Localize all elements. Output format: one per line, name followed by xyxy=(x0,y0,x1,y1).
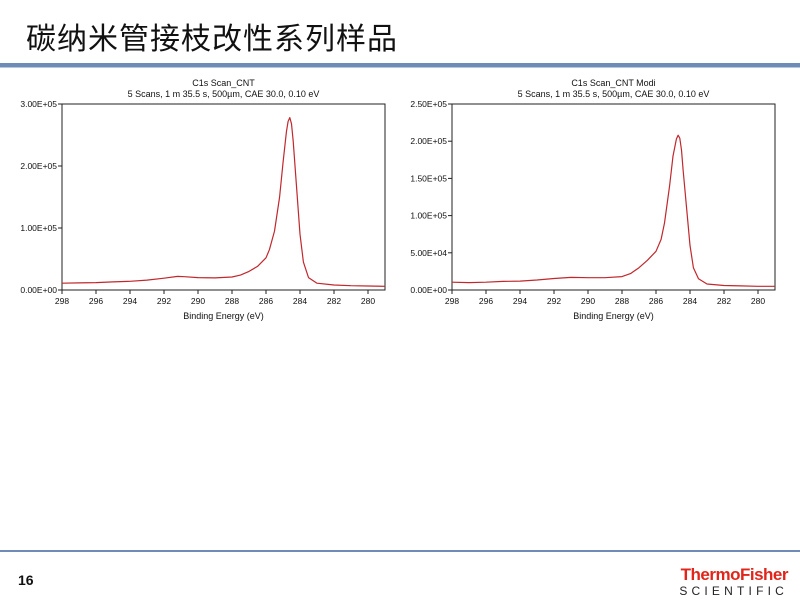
x-tick-label: 298 xyxy=(445,296,459,306)
y-tick-label: 1.00E+05 xyxy=(410,211,447,221)
chart-title: C1s Scan_CNT Modi xyxy=(571,78,655,88)
x-tick-label: 292 xyxy=(547,296,561,306)
chart-title: C1s Scan_CNT xyxy=(192,78,255,88)
x-tick-label: 298 xyxy=(55,296,69,306)
chart-subtitle: 5 Scans, 1 m 35.5 s, 500µm, CAE 30.0, 0.… xyxy=(128,89,320,99)
x-tick-label: 284 xyxy=(293,296,307,306)
x-tick-label: 282 xyxy=(327,296,341,306)
plot-frame xyxy=(451,103,776,291)
x-tick-label: 286 xyxy=(259,296,273,306)
y-tick-label: 1.00E+05 xyxy=(20,223,57,233)
x-tick-label: 294 xyxy=(513,296,527,306)
brand-tagline: SCIENTIFIC xyxy=(679,584,788,598)
y-tick-label: 5.00E+04 xyxy=(410,248,447,258)
x-tick-label: 290 xyxy=(581,296,595,306)
x-tick-label: 282 xyxy=(717,296,731,306)
title-divider xyxy=(0,63,800,67)
brand-name: ThermoFisher xyxy=(680,565,789,584)
slide-title: 碳纳米管接枝改性系列样品 xyxy=(26,22,398,57)
brand-logo: ThermoFisher SCIENTIFIC xyxy=(679,565,789,599)
y-tick-label: 0.00E+00 xyxy=(410,285,447,295)
x-tick-label: 288 xyxy=(615,296,629,306)
x-axis-label: Binding Energy (eV) xyxy=(183,311,264,321)
footer-divider xyxy=(0,550,800,552)
x-tick-label: 296 xyxy=(89,296,103,306)
y-tick-label: 2.00E+05 xyxy=(20,161,57,171)
x-tick-label: 280 xyxy=(361,296,375,306)
y-tick-label: 2.50E+05 xyxy=(410,99,447,109)
y-tick-label: 0.00E+00 xyxy=(20,285,57,295)
x-tick-label: 294 xyxy=(123,296,137,306)
x-tick-label: 292 xyxy=(157,296,171,306)
spectrum-line xyxy=(451,134,775,287)
x-axis-label: Binding Energy (eV) xyxy=(573,311,654,321)
x-tick-label: 286 xyxy=(649,296,663,306)
spectrum-line xyxy=(61,116,386,287)
y-tick-label: 2.00E+05 xyxy=(410,136,447,146)
y-tick-label: 1.50E+05 xyxy=(410,173,447,183)
chart-subtitle: 5 Scans, 1 m 35.5 s, 500µm, CAE 30.0, 0.… xyxy=(518,89,710,99)
y-tick-label: 3.00E+05 xyxy=(20,99,57,109)
title-divider-thin xyxy=(0,67,800,68)
x-tick-label: 290 xyxy=(191,296,205,306)
x-tick-label: 280 xyxy=(751,296,765,306)
plot-frame xyxy=(61,103,386,291)
x-tick-label: 284 xyxy=(683,296,697,306)
x-tick-label: 296 xyxy=(479,296,493,306)
x-tick-label: 288 xyxy=(225,296,239,306)
page-number: 16 xyxy=(18,572,34,588)
